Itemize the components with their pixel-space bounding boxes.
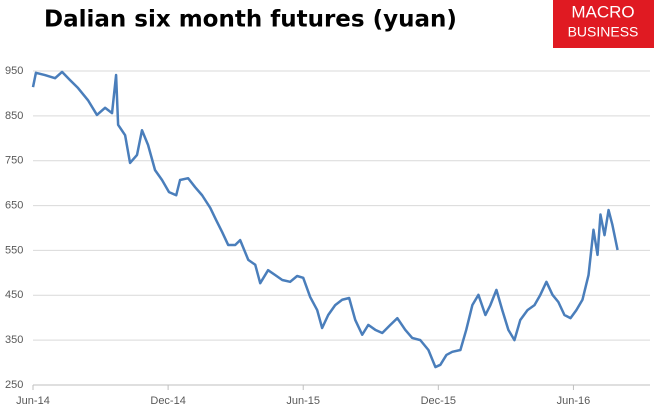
- x-tick-label: Jun-15: [286, 395, 320, 407]
- y-tick-label: 550: [5, 244, 23, 256]
- logo-text: BUSINESS: [568, 24, 639, 40]
- y-tick-label: 950: [5, 65, 23, 77]
- y-tick-label: 750: [5, 155, 23, 167]
- line-series: [31, 70, 619, 369]
- x-tick-label: Jun-16: [557, 395, 591, 407]
- y-tick-label: 650: [5, 199, 23, 211]
- y-tick-label: 450: [5, 289, 23, 301]
- chart-title: Dalian six month futures (yuan): [44, 7, 457, 33]
- y-tick-label: 250: [5, 379, 23, 391]
- y-tick-label: 850: [5, 110, 23, 122]
- logo-text: MACRO: [571, 2, 634, 21]
- x-tick-label: Dec-15: [421, 395, 456, 407]
- x-tick-label: Jun-14: [16, 395, 50, 407]
- logo-box: [553, 0, 654, 48]
- x-tick-label: Dec-14: [150, 395, 185, 407]
- y-tick-label: 350: [5, 334, 23, 346]
